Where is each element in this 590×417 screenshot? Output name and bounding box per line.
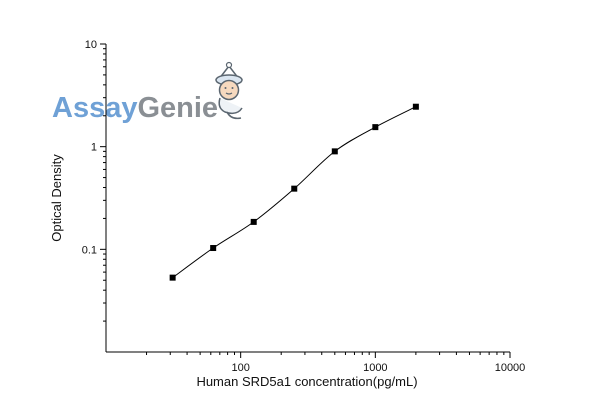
y-tick-label: 10 (85, 39, 97, 51)
x-tick-labels: 100 1000 10000 (231, 362, 525, 374)
y-tick-labels: 0.1 1 10 (82, 39, 97, 256)
y-tick-label: 0.1 (82, 244, 97, 256)
data-point (412, 103, 419, 110)
data-point (169, 274, 176, 281)
x-tick-label: 10000 (495, 362, 526, 374)
watermark-part1: Assay (52, 92, 137, 124)
y-tick-label: 1 (91, 142, 97, 154)
genie-mascot-icon (215, 61, 243, 120)
x-axis-label: Human SRD5a1 concentration(pg/mL) (196, 374, 417, 389)
data-point (210, 245, 217, 252)
watermark-part2: Genie (137, 92, 218, 124)
assaygenie-watermark: AssayGenie (52, 61, 243, 124)
data-point (372, 124, 379, 131)
data-point (331, 148, 338, 155)
data-points (169, 103, 419, 281)
x-tick-label: 1000 (363, 362, 387, 374)
axis-ticks (100, 43, 511, 358)
fit-curve (172, 106, 417, 279)
x-tick-label: 100 (231, 362, 249, 374)
data-point (250, 218, 257, 225)
data-point (291, 185, 298, 192)
y-axis-label: Optical Density (49, 154, 64, 242)
watermark-text: AssayGenie (52, 92, 218, 124)
